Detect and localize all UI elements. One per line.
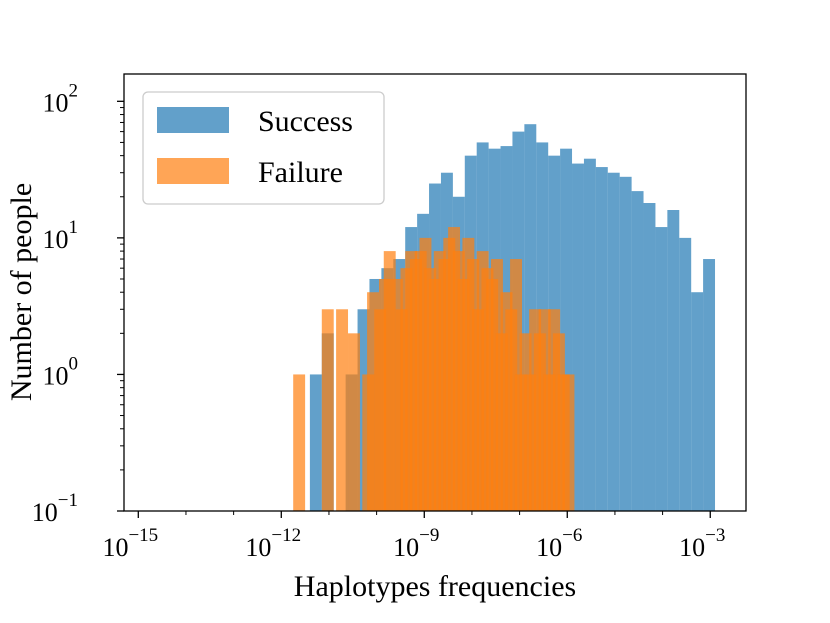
y-tick-exponent: −1: [58, 490, 78, 511]
y-tick-label: 102: [43, 80, 79, 117]
legend-label-failure: Failure: [258, 156, 343, 189]
legend: Success Failure: [142, 91, 385, 205]
x-axis: 10−15 10−12 10−9 10−6 10−3: [102, 511, 725, 562]
bar-failure: [562, 374, 575, 511]
x-tick-exponent: −9: [419, 525, 439, 546]
bar-success: [583, 158, 596, 511]
bar-success: [679, 237, 692, 512]
bar-success: [703, 259, 716, 511]
x-tick-label: 10−12: [245, 525, 301, 562]
bar-success: [309, 374, 322, 511]
y-tick-exponent: 2: [69, 80, 79, 101]
y-tick-label: 101: [43, 217, 79, 254]
bar-success: [560, 148, 573, 512]
bar-success: [655, 227, 668, 511]
bar-success: [607, 172, 620, 511]
legend-swatch-failure: [157, 158, 229, 184]
bar-failure: [348, 333, 360, 511]
bar-success: [572, 163, 584, 511]
x-axis-label: Haplotypes frequencies: [294, 570, 576, 603]
y-tick-label: 100: [43, 353, 79, 390]
x-tick-exponent: −12: [271, 525, 301, 546]
bar-success: [643, 203, 656, 511]
x-tick-exponent: −6: [562, 525, 582, 546]
y-tick-exponent: 0: [69, 353, 79, 374]
bar-failure: [321, 309, 334, 511]
bar-success: [691, 292, 704, 511]
bar-failure: [367, 292, 379, 511]
x-tick-label: 10−3: [679, 525, 725, 562]
y-tick-exponent: 1: [69, 217, 79, 238]
bars-failure: [293, 227, 575, 512]
bar-success: [595, 167, 608, 511]
bar-success: [631, 191, 644, 512]
bar-success: [619, 176, 632, 511]
y-axis-label: Number of people: [5, 183, 38, 401]
y-tick-label: 10−1: [32, 490, 78, 527]
bar-success: [667, 210, 680, 511]
x-tick-label: 10−6: [536, 525, 582, 562]
x-tick-label: 10−15: [102, 525, 158, 562]
bar-failure: [293, 374, 306, 511]
x-tick-label: 10−9: [393, 525, 439, 562]
bar-failure: [336, 309, 349, 511]
bar-failure: [383, 251, 396, 512]
legend-label-success: Success: [258, 105, 353, 138]
x-tick-exponent: −3: [705, 525, 725, 546]
x-tick-exponent: −15: [128, 525, 158, 546]
legend-swatch-success: [157, 107, 229, 133]
